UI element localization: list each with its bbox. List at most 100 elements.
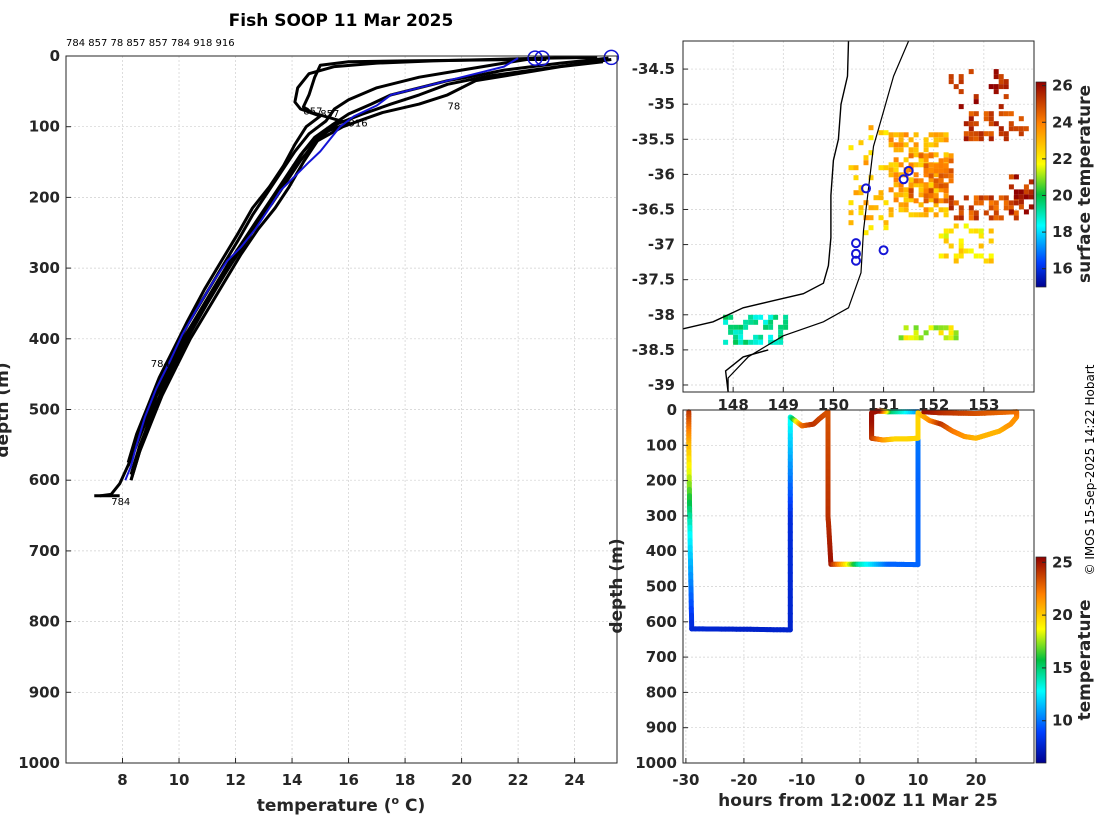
sst-pixel [918, 187, 924, 193]
sst-pixel [948, 153, 954, 159]
sst-pixel [733, 339, 739, 345]
sst-pixel [948, 325, 954, 331]
sst-pixel [933, 137, 939, 143]
sst-pixel [913, 152, 919, 158]
sst-pixel [883, 130, 889, 136]
sst-pixel [988, 121, 994, 127]
station-marker [861, 183, 872, 194]
sst-pixel [943, 193, 949, 199]
timeseries-y-tick-label: 400 [646, 542, 677, 560]
sst-pixel [933, 193, 939, 199]
sst-pixel [868, 135, 874, 141]
sst-pixel [723, 339, 729, 345]
sst-pixel [1023, 194, 1029, 200]
sst-pixel [848, 200, 854, 206]
sst-pixel [883, 200, 889, 206]
sst-pixel [983, 111, 989, 117]
sst-pixel [963, 248, 969, 254]
timeseries-y-tick-label: 1000 [635, 754, 677, 772]
sst-colorbar-tick-label: 18 [1052, 223, 1073, 241]
sst-pixel [963, 195, 969, 201]
sst-pixel [1008, 111, 1014, 117]
sst-pixel [968, 111, 974, 117]
sst-pixel [1003, 205, 1009, 211]
profile-y-tick-label: 400 [29, 330, 60, 348]
sst-pixel [918, 162, 924, 168]
sst-pixel [1013, 200, 1019, 206]
sst-pixel [948, 335, 954, 341]
timeseries-track [686, 408, 1020, 633]
sst-pixel [988, 195, 994, 201]
sst-pixel [993, 89, 999, 95]
sst-pixel [733, 334, 739, 340]
sst-pixel [763, 324, 769, 330]
sst-pixel [993, 74, 999, 80]
sst-pixel [1003, 136, 1009, 142]
profile-y-ticks: 0 100 200 300 400 500 600 700 800 900 1000 [18, 47, 71, 772]
sst-pixel [983, 195, 989, 201]
sst-pixel [1023, 126, 1029, 132]
sst-pixel [738, 329, 744, 335]
sst-pixel [1008, 184, 1014, 190]
timeseries-y-ticks: 0 100 200 300 400 500 600 700 800 900 1000 [635, 401, 688, 772]
sst-pixel [1008, 121, 1014, 127]
sst-pixel [1018, 199, 1024, 205]
sst-pixel [998, 79, 1004, 85]
sst-pixel [968, 215, 974, 221]
sst-pixel [933, 178, 939, 184]
sst-pixel [768, 334, 774, 340]
sst-pixel [928, 207, 934, 213]
sst-pixel [923, 198, 929, 204]
map-y-tick-label: -38.5 [632, 341, 675, 359]
profile-y-tick-label: 700 [29, 542, 60, 560]
sst-pixel [858, 210, 864, 216]
sst-pixel [938, 132, 944, 138]
sst-pixel [1003, 84, 1009, 90]
sst-pixel [913, 325, 919, 331]
sst-pixel [858, 205, 864, 211]
sst-pixel [1008, 174, 1014, 180]
sst-pixel [918, 202, 924, 208]
sst-pixel [878, 165, 884, 171]
sst-pixel [1008, 200, 1014, 206]
sst-pixel [943, 325, 949, 331]
sst-pixel [963, 223, 969, 229]
sst-pixel [948, 158, 954, 164]
sst-pixel [943, 168, 949, 174]
profile-y-tick-label: 300 [29, 259, 60, 277]
sst-pixel [998, 126, 1004, 132]
timeseries-x-label: hours from 12:00Z 11 Mar 25 [718, 791, 998, 811]
profile-id-labels: 784 857 78 857 857 784 918 916 [66, 38, 235, 49]
sst-pixel [908, 183, 914, 189]
profile-tag: 784 [111, 497, 130, 508]
sst-pixel [938, 137, 944, 143]
sst-pixel [943, 238, 949, 244]
sst-pixel [778, 339, 784, 345]
sst-pixel [743, 324, 749, 330]
sst-pixel [933, 212, 939, 218]
sst-pixel [878, 190, 884, 196]
sst-pixel [898, 202, 904, 208]
sst-pixel [998, 74, 1004, 80]
sst-pixel [863, 230, 869, 236]
sst-pixel [953, 223, 959, 229]
sst-pixel [908, 193, 914, 199]
sst-pixel [898, 137, 904, 143]
sst-pixel [988, 228, 994, 234]
sst-pixel [923, 137, 929, 143]
sst-pixel [943, 163, 949, 169]
sst-pixel [888, 137, 894, 143]
sst-pixel [903, 197, 909, 203]
sst-pixel [928, 177, 934, 183]
sst-pixel [953, 330, 959, 336]
coastline [724, 349, 769, 392]
sst-pixel [783, 314, 789, 320]
sst-pixel [943, 132, 949, 138]
sst-pixel [933, 172, 939, 178]
temperature-colorbar-ticks: 10 15 20 25 [1042, 553, 1073, 730]
sst-pixel [963, 136, 969, 142]
sst-pixel [913, 172, 919, 178]
chart-title: Fish SOOP 11 Mar 2025 [229, 11, 454, 31]
sst-pixel [888, 167, 894, 173]
sst-pixel [913, 198, 919, 204]
